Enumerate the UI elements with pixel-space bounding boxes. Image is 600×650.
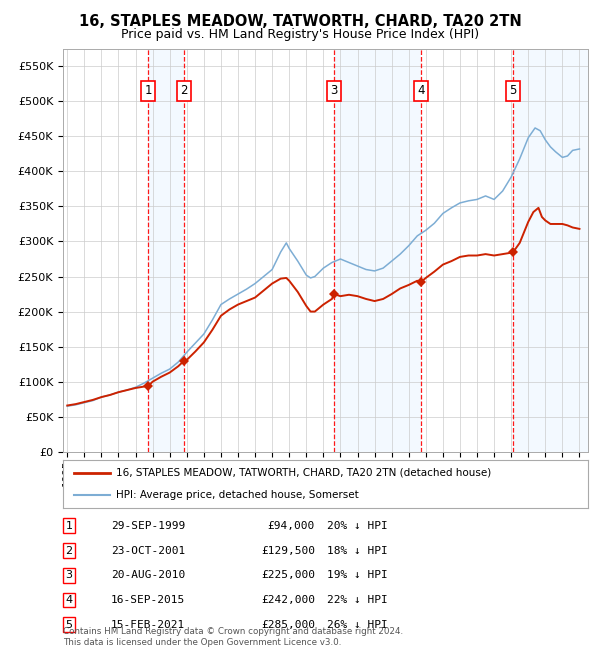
- Text: 18% ↓ HPI: 18% ↓ HPI: [327, 545, 388, 556]
- Text: 2: 2: [65, 545, 73, 556]
- Text: 16-SEP-2015: 16-SEP-2015: [111, 595, 185, 605]
- Text: 3: 3: [330, 84, 338, 98]
- Bar: [334, 49, 421, 452]
- Text: HPI: Average price, detached house, Somerset: HPI: Average price, detached house, Some…: [115, 490, 358, 500]
- Text: £225,000: £225,000: [261, 570, 315, 580]
- Text: Price paid vs. HM Land Registry's House Price Index (HPI): Price paid vs. HM Land Registry's House …: [121, 28, 479, 41]
- Text: £94,000: £94,000: [268, 521, 315, 531]
- Text: 26% ↓ HPI: 26% ↓ HPI: [327, 619, 388, 630]
- Text: 2: 2: [180, 84, 188, 98]
- Text: 22% ↓ HPI: 22% ↓ HPI: [327, 595, 388, 605]
- Text: 29-SEP-1999: 29-SEP-1999: [111, 521, 185, 531]
- Text: £242,000: £242,000: [261, 595, 315, 605]
- Text: 4: 4: [65, 595, 73, 605]
- Text: 4: 4: [417, 84, 425, 98]
- Text: 1: 1: [65, 521, 73, 531]
- Text: £285,000: £285,000: [261, 619, 315, 630]
- Text: 5: 5: [65, 619, 73, 630]
- Text: 20-AUG-2010: 20-AUG-2010: [111, 570, 185, 580]
- Text: 1: 1: [145, 84, 152, 98]
- Text: 23-OCT-2001: 23-OCT-2001: [111, 545, 185, 556]
- Bar: [513, 49, 588, 452]
- Text: £129,500: £129,500: [261, 545, 315, 556]
- Text: 15-FEB-2021: 15-FEB-2021: [111, 619, 185, 630]
- Text: 16, STAPLES MEADOW, TATWORTH, CHARD, TA20 2TN (detached house): 16, STAPLES MEADOW, TATWORTH, CHARD, TA2…: [115, 468, 491, 478]
- Text: 5: 5: [509, 84, 517, 98]
- Text: 19% ↓ HPI: 19% ↓ HPI: [327, 570, 388, 580]
- Text: 3: 3: [65, 570, 73, 580]
- Text: Contains HM Land Registry data © Crown copyright and database right 2024.
This d: Contains HM Land Registry data © Crown c…: [63, 627, 403, 647]
- Bar: [148, 49, 184, 452]
- Text: 16, STAPLES MEADOW, TATWORTH, CHARD, TA20 2TN: 16, STAPLES MEADOW, TATWORTH, CHARD, TA2…: [79, 14, 521, 29]
- Text: 20% ↓ HPI: 20% ↓ HPI: [327, 521, 388, 531]
